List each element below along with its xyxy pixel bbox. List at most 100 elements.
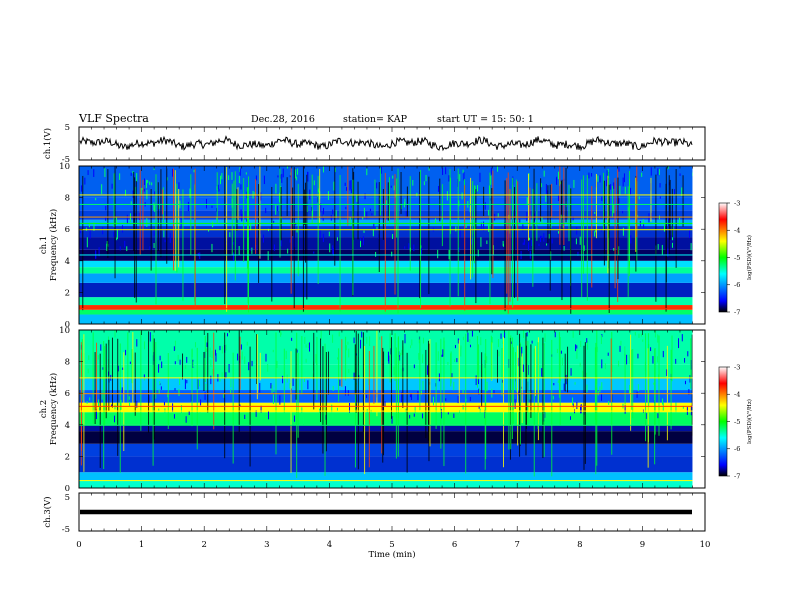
spectrogram-speckle xyxy=(417,391,419,401)
spectrogram-sferic xyxy=(271,186,273,302)
spectrogram-sferic xyxy=(658,335,660,436)
spectrogram-speckle xyxy=(516,387,518,392)
spectrogram-speckle xyxy=(366,408,368,419)
spectrogram-band xyxy=(79,456,693,473)
spectrogram-speckle xyxy=(164,408,166,418)
spectrogram-sferic xyxy=(429,339,431,447)
spectrogram-speckle xyxy=(272,394,274,405)
time-axis-tick-label: 2 xyxy=(201,540,206,550)
spectrogram-sferic xyxy=(428,343,430,462)
spectrogram-ytick-label: 10 xyxy=(59,162,70,172)
time-axis-tick-label: 3 xyxy=(264,540,269,550)
spectrogram-speckle xyxy=(656,356,658,363)
spectrogram-speckle xyxy=(276,360,278,369)
spectrogram-speckle xyxy=(121,387,123,394)
spectrogram-band xyxy=(79,390,693,403)
spectrogram-speckle xyxy=(149,332,151,342)
spectrogram-speckle xyxy=(410,393,412,401)
spectrogram-speckle xyxy=(462,169,464,174)
spectrogram-speckle xyxy=(248,229,250,237)
spectrogram-speckle xyxy=(453,381,455,391)
spectrogram-speckle xyxy=(339,379,341,386)
spectrogram-speckle xyxy=(438,373,440,382)
spectrogram-sferic xyxy=(374,179,376,216)
spectrogram-ytick-label: 10 xyxy=(59,326,70,336)
spectrogram-sferic xyxy=(172,168,174,271)
spectrogram-sferic xyxy=(362,332,364,432)
spectrogram-speckle xyxy=(89,397,91,401)
spectrogram-sferic xyxy=(292,187,294,237)
spectrogram-speckle xyxy=(493,390,495,394)
time-axis-tick-label: 4 xyxy=(327,540,332,550)
spectrogram-sferic xyxy=(483,186,485,216)
spectrogram-speckle xyxy=(528,242,530,251)
spectrogram-speckle xyxy=(543,233,545,242)
spectrogram-speckle xyxy=(490,175,492,185)
spectrogram-speckle xyxy=(418,352,420,360)
spectrogram-sferic xyxy=(280,187,282,241)
spectrogram-speckle xyxy=(219,377,221,382)
spectrogram-sferic xyxy=(551,183,553,218)
spectrogram-speckle xyxy=(211,205,213,208)
spectrogram-band xyxy=(79,480,693,488)
spectrogram-sferic xyxy=(341,339,343,387)
spectrogram-sferic xyxy=(464,185,466,311)
spectrogram-sferic xyxy=(507,172,509,314)
spectrogram-speckle xyxy=(273,389,275,392)
spectrogram-speckle xyxy=(413,244,415,252)
spectrogram-speckle xyxy=(363,207,365,217)
spectrogram-sferic xyxy=(514,352,516,390)
spectrogram-sferic xyxy=(559,337,561,426)
spectrogram-sferic xyxy=(132,332,134,411)
spectrogram-speckle xyxy=(460,345,462,350)
ch3-waveform-panel: 5 -5 ch.3(V) xyxy=(42,492,706,535)
spectrogram-speckle xyxy=(206,348,208,352)
spectrogram-speckle xyxy=(425,174,427,182)
spectrogram-speckle xyxy=(87,170,89,175)
spectrogram-sferic xyxy=(134,177,136,298)
spectrogram-speckle xyxy=(409,414,411,419)
spectrogram-speckle xyxy=(172,168,174,177)
spectrogram-speckle xyxy=(196,412,198,419)
colorbar-tick-label: -5 xyxy=(734,254,740,262)
spectrogram-sferic xyxy=(512,347,514,424)
spectrogram-speckle xyxy=(469,339,471,343)
ch2-spectrogram-frame xyxy=(78,329,706,489)
spectrogram-speckle xyxy=(232,252,234,261)
spectrogram-speckle xyxy=(280,238,282,247)
spectrogram-speckle xyxy=(477,249,479,257)
spectrogram-ytick-label: 4 xyxy=(65,257,70,267)
spectrogram-sferic xyxy=(551,339,553,477)
spectrogram-speckle xyxy=(241,214,243,222)
spectrogram-speckle xyxy=(399,352,401,357)
spectrogram-sferic xyxy=(155,341,157,399)
spectrogram-speckle xyxy=(387,351,389,362)
spectrogram-speckle xyxy=(400,368,402,377)
spectrogram-sferic xyxy=(666,345,668,441)
spectrogram-speckle xyxy=(488,223,490,232)
spectrogram-ytick-label: 4 xyxy=(65,421,70,431)
spectrogram-speckle xyxy=(445,167,447,175)
spectrogram-sferic xyxy=(675,169,677,268)
spectrogram-speckle xyxy=(597,175,599,182)
spectrogram-speckle xyxy=(111,183,113,189)
spectrogram-speckle xyxy=(422,337,424,344)
spectrogram-sferic xyxy=(670,349,672,430)
spectrogram-sferic xyxy=(387,182,389,221)
spectrogram-speckle xyxy=(305,358,307,363)
spectrogram-speckle xyxy=(648,213,650,223)
spectrogram-speckle xyxy=(267,251,269,261)
spectrogram-speckle xyxy=(102,367,104,370)
time-axis-tick-label: 1 xyxy=(139,540,144,550)
spectrogram-speckle xyxy=(607,352,609,356)
spectrogram-speckle xyxy=(190,394,192,402)
spectrogram-nodata xyxy=(692,166,705,324)
spectrogram-speckle xyxy=(98,407,100,412)
spectrogram-speckle xyxy=(601,196,603,202)
spectrogram-speckle xyxy=(211,243,213,253)
ch2-channel-label: ch.2 xyxy=(39,400,49,418)
spectrogram-speckle xyxy=(200,399,202,406)
spectrogram-speckle xyxy=(98,247,100,257)
spectrogram-speckle xyxy=(353,372,355,380)
spectrogram-speckle xyxy=(421,390,423,395)
